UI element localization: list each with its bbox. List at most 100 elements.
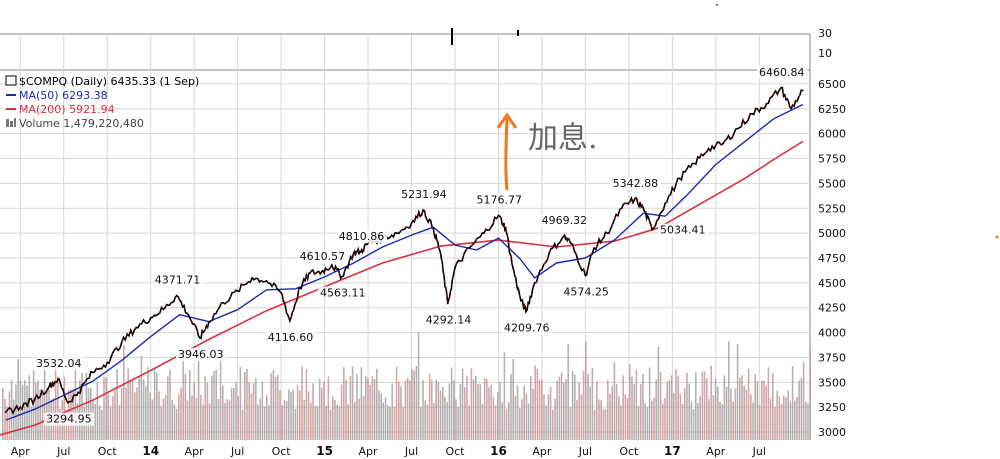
volume-bar	[444, 396, 446, 440]
price-point	[736, 127, 739, 130]
volume-bar	[547, 394, 550, 440]
volume-bar	[17, 359, 19, 440]
volume-bar	[677, 375, 679, 440]
volume-bar	[189, 369, 191, 440]
volume-bar	[783, 395, 785, 440]
price-point	[149, 316, 152, 319]
volume-bar	[98, 405, 101, 440]
volume-bar	[233, 388, 235, 440]
volume-bar	[382, 402, 385, 440]
price-point	[106, 361, 109, 364]
volume-bar	[541, 379, 543, 440]
volume-bar	[714, 378, 717, 440]
annotation-bg	[152, 273, 203, 287]
price-point	[678, 177, 681, 180]
price-point	[533, 282, 536, 284]
volume-bar	[288, 389, 290, 440]
volume-bar	[446, 401, 448, 440]
volume-bar	[215, 370, 217, 440]
price-point	[707, 147, 710, 150]
price-point	[4, 411, 7, 413]
price-point	[642, 207, 645, 210]
volume-bar	[327, 376, 330, 440]
volume-bar	[409, 380, 411, 440]
price-point	[468, 247, 471, 249]
volume-bar	[393, 406, 396, 440]
y-tick-label: 4000	[818, 327, 846, 340]
volume-bar	[162, 398, 165, 440]
y-tick-label: 5250	[818, 202, 846, 215]
volume-bar	[523, 385, 525, 440]
price-point	[19, 406, 22, 408]
volume-bar	[109, 406, 112, 440]
volume-bar	[211, 376, 213, 440]
volume-bar	[618, 396, 620, 440]
volume-bar	[63, 376, 66, 440]
volume-bar	[186, 400, 189, 440]
x-tick-label: 16	[490, 444, 507, 458]
volume-bar	[153, 369, 156, 440]
price-point	[236, 290, 239, 292]
price-annotation: 4969.32	[542, 214, 588, 227]
volume-bar	[358, 398, 360, 440]
price-point	[439, 252, 442, 254]
volume-bar	[173, 404, 176, 440]
volume-bar	[662, 403, 664, 440]
volume-bar	[620, 405, 622, 440]
x-tick-label: Apr	[359, 445, 379, 458]
volume-bar	[690, 401, 693, 440]
price-point	[396, 232, 398, 234]
volume-bar	[2, 387, 4, 440]
volume-bar	[336, 404, 338, 440]
y-tick-label: 6250	[818, 103, 846, 116]
annotation-bg	[561, 285, 612, 299]
price-point	[360, 251, 362, 253]
volume-bar	[468, 405, 470, 440]
legend-main: $COMPQ (Daily) 6435.33 (1 Sep)	[19, 75, 199, 88]
volume-bar	[448, 383, 451, 440]
volume-bar	[81, 372, 83, 440]
volume-bar	[8, 391, 11, 440]
volume-bar	[666, 381, 668, 440]
volume-bar	[769, 398, 772, 440]
price-point	[91, 371, 94, 374]
volume-bar	[593, 409, 596, 440]
volume-bar	[710, 365, 712, 440]
volume-bar	[587, 373, 589, 440]
volume-bar	[422, 380, 424, 440]
upper-panel: 30 10	[0, 27, 832, 440]
volume-bar	[112, 396, 114, 440]
ma200-series	[0, 140, 804, 436]
volume-icon	[6, 119, 9, 127]
price-point	[633, 198, 636, 200]
volume-bar	[578, 382, 580, 440]
volume-bar	[312, 383, 314, 440]
volume-bar	[464, 387, 466, 440]
volume-bar	[576, 399, 578, 440]
volume-bar	[274, 376, 277, 440]
volume-bar	[268, 405, 270, 440]
volume-bar	[250, 393, 253, 440]
volume-bar	[800, 377, 803, 440]
price-annotation: 4209.76	[504, 322, 550, 335]
volume-bar	[164, 395, 167, 440]
volume-bar	[147, 366, 149, 440]
volume-bar	[219, 353, 222, 440]
volume-bar	[510, 374, 512, 440]
x-tick-label: Oct	[98, 445, 118, 458]
price-point	[584, 274, 587, 277]
x-axis: Apr Jul Oct 14 Apr Jul Oct 15 Apr Jul Oct 16 Apr Jul O…	[11, 444, 766, 458]
volume-bar	[626, 398, 629, 440]
volume-bar	[477, 383, 479, 440]
volume-bar	[347, 404, 349, 440]
volume-bar	[629, 364, 631, 440]
price-point	[33, 398, 36, 401]
annotation-bg	[539, 214, 590, 228]
y-tick-label: 3000	[818, 426, 846, 439]
volume-bar	[411, 369, 413, 440]
price-annotation: 4371.71	[155, 274, 201, 287]
volume-bar	[750, 394, 752, 440]
y-tick-label: 6500	[818, 78, 846, 91]
volume-bar	[120, 387, 123, 440]
volume-bar	[475, 376, 477, 440]
